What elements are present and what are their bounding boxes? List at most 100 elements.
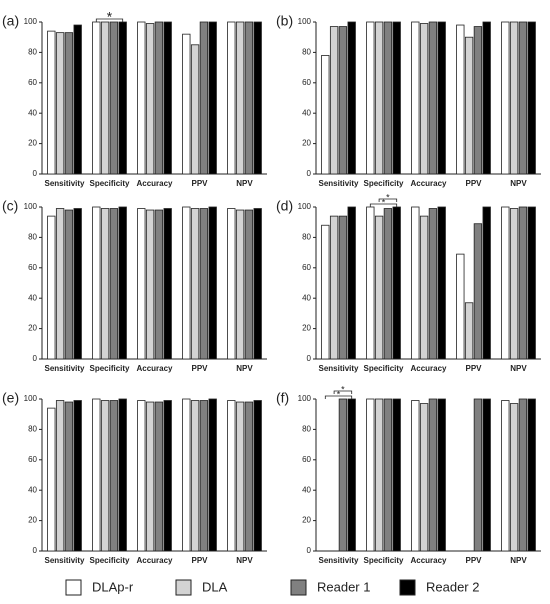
x-tick-label: Accuracy: [410, 179, 447, 188]
bar: [473, 223, 483, 360]
bar: [428, 21, 438, 175]
bar: [47, 30, 56, 175]
panel-label: (c): [2, 198, 18, 214]
x-tick-label: Sensitivity: [318, 364, 359, 373]
legend-swatch: [65, 579, 82, 596]
bar: [347, 398, 356, 552]
x-tick-label: Specificity: [89, 179, 130, 188]
y-tick-label: 40: [302, 108, 311, 117]
bar: [199, 21, 209, 175]
significance-bracket: [378, 198, 398, 202]
bar: [227, 208, 236, 360]
bar: [509, 208, 519, 360]
x-tick-label: NPV: [236, 364, 253, 373]
y-tick-label: 60: [28, 78, 37, 87]
panel-label: (a): [2, 13, 19, 29]
y-tick-label: 60: [302, 78, 311, 87]
bar: [235, 209, 245, 360]
x-tick-label: Accuracy: [136, 179, 173, 188]
bar: [482, 398, 491, 552]
bar: [392, 21, 401, 175]
bar: [208, 21, 217, 175]
x-tick-label: Specificity: [89, 556, 130, 565]
bar: [473, 398, 483, 552]
bar: [154, 209, 164, 360]
bar: [253, 21, 262, 175]
y-tick-label: 60: [302, 455, 311, 464]
y-tick-label: 80: [28, 233, 37, 242]
y-tick-label: 20: [302, 324, 311, 333]
bar: [329, 26, 339, 175]
y-tick-label: 20: [302, 139, 311, 148]
legend-label: DLAp-r: [92, 579, 134, 594]
bar: [199, 400, 209, 552]
bar: [347, 206, 356, 360]
bar: [73, 24, 82, 175]
bar: [482, 206, 491, 360]
bar: [428, 208, 438, 360]
x-tick-label: Specificity: [89, 364, 130, 373]
y-tick-label: 20: [302, 516, 311, 525]
bar: [55, 208, 65, 360]
panel-label: (e): [2, 390, 19, 406]
bar: [347, 21, 356, 175]
bar: [182, 398, 191, 552]
bar: [64, 32, 74, 175]
x-tick-label: NPV: [510, 556, 527, 565]
y-tick-label: 100: [298, 394, 312, 403]
y-tick-label: 100: [298, 17, 312, 26]
bar: [109, 208, 119, 360]
bar: [100, 208, 110, 360]
y-tick-label: 0: [33, 354, 38, 363]
bar: [482, 21, 491, 175]
y-tick-label: 80: [302, 425, 311, 434]
y-tick-label: 100: [24, 17, 38, 26]
y-tick-label: 40: [302, 485, 311, 494]
x-tick-label: PPV: [191, 364, 208, 373]
x-tick-label: PPV: [465, 364, 482, 373]
significance-star: *: [107, 9, 113, 25]
bar: [527, 206, 536, 360]
x-tick-label: NPV: [236, 179, 253, 188]
bar: [383, 208, 393, 360]
bar: [321, 55, 330, 175]
bar: [501, 400, 510, 552]
y-tick-label: 40: [302, 293, 311, 302]
bar: [100, 400, 110, 552]
x-tick-label: PPV: [465, 179, 482, 188]
bar: [383, 398, 393, 552]
bar: [244, 21, 254, 175]
legend-swatch: [290, 579, 307, 596]
bar: [137, 208, 146, 360]
y-tick-label: 40: [28, 293, 37, 302]
y-tick-label: 20: [28, 139, 37, 148]
bar: [392, 206, 401, 360]
bar: [109, 21, 119, 175]
significance-bracket: [95, 18, 124, 22]
bar: [208, 206, 217, 360]
bar: [366, 206, 375, 360]
bar: [55, 400, 65, 552]
bar: [190, 44, 200, 175]
bar: [190, 208, 200, 360]
bar: [518, 398, 528, 552]
panel-label: (d): [276, 198, 293, 214]
bar: [518, 21, 528, 175]
significance-star: *: [382, 197, 386, 207]
x-tick-label: Specificity: [363, 364, 404, 373]
y-tick-label: 60: [28, 455, 37, 464]
bar: [338, 26, 348, 175]
bar: [154, 401, 164, 552]
bar: [383, 21, 393, 175]
y-tick-label: 100: [24, 394, 38, 403]
bar: [329, 215, 339, 360]
legend-label: Reader 1: [317, 579, 370, 594]
bar: [92, 206, 101, 360]
bar: [321, 224, 330, 360]
legend-swatch: [399, 579, 416, 596]
bar: [244, 209, 254, 360]
significance-bracket: [333, 390, 353, 394]
bar: [527, 398, 536, 552]
bar: [501, 21, 510, 175]
